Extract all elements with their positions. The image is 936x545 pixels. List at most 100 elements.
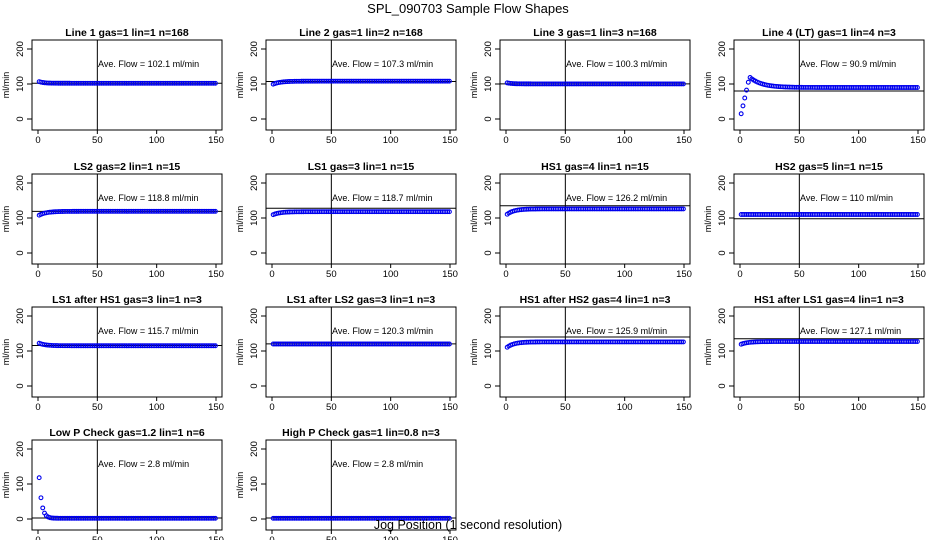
x-tick-label: 0	[35, 402, 40, 413]
average-annotation: Ave. Flow = 115.7 ml/min	[98, 326, 198, 336]
chart-panel: HS1 gas=4 lin=1 n=15 ml/min 0 100 200 0 50 100 1…	[469, 161, 692, 280]
y-axis-label: ml/min	[703, 339, 713, 366]
data-point	[446, 78, 452, 84]
plot-frame	[31, 439, 223, 531]
data-point	[914, 339, 920, 344]
chart-panel: Line 3 gas=1 lin=3 n=168 ml/min 0 100 200 0 50…	[469, 27, 692, 146]
x-tick-label: 100	[383, 269, 399, 280]
average-annotation: Ave. Flow = 118.8 ml/min	[98, 193, 198, 203]
plot-frame	[499, 39, 691, 131]
y-tick-label: 200	[15, 41, 26, 57]
data-point	[40, 505, 46, 511]
data-point	[913, 339, 919, 344]
y-tick-label: 200	[717, 175, 728, 191]
x-tick-label: 0	[269, 402, 274, 413]
y-axis-label: ml/min	[235, 472, 245, 499]
chart-panel: HS2 gas=5 lin=1 n=15 ml/min 0 100 200 0 50 100 1…	[703, 161, 926, 280]
x-tick-label: 0	[35, 135, 40, 146]
y-tick-label: 0	[249, 116, 260, 121]
y-tick-label: 100	[15, 210, 26, 226]
data-point	[680, 206, 686, 212]
y-tick-label: 100	[717, 76, 728, 92]
x-tick-label: 50	[92, 269, 103, 280]
y-axis-label: ml/min	[235, 206, 245, 233]
x-tick-label: 50	[92, 535, 103, 540]
data-point	[445, 341, 451, 347]
x-tick-label: 50	[326, 269, 337, 280]
x-tick-label: 50	[326, 535, 337, 540]
x-tick-label: 150	[442, 269, 458, 280]
y-tick-label: 0	[717, 116, 728, 121]
panel-title: LS1 after HS1 gas=3 lin=1 n=3	[52, 294, 202, 306]
y-tick-label: 200	[15, 308, 26, 324]
plot-frame	[733, 39, 925, 131]
data-point	[913, 85, 919, 90]
y-axis-label: ml/min	[235, 72, 245, 99]
x-tick-label: 0	[269, 269, 274, 280]
y-tick-label: 200	[249, 41, 260, 57]
y-tick-label: 100	[249, 76, 260, 92]
y-tick-label: 0	[717, 250, 728, 255]
page-title: SPL_090703 Sample Flow Shapes	[367, 1, 569, 16]
x-tick-label: 50	[92, 135, 103, 146]
y-tick-label: 0	[249, 516, 260, 521]
x-tick-label: 150	[208, 269, 224, 280]
panel-title: LS2 gas=2 lin=1 n=15	[74, 161, 181, 173]
plot-frame	[265, 439, 457, 531]
y-tick-label: 200	[717, 41, 728, 57]
average-annotation: Ave. Flow = 90.9 ml/min	[800, 59, 896, 69]
x-tick-label: 150	[910, 135, 926, 146]
y-tick-label: 200	[717, 308, 728, 324]
x-tick-label: 150	[910, 402, 926, 413]
plot-frame	[265, 306, 457, 398]
x-tick-label: 0	[269, 135, 274, 146]
average-annotation: Ave. Flow = 2.8 ml/min	[98, 459, 189, 469]
x-tick-label: 100	[617, 402, 633, 413]
data-point	[211, 80, 217, 86]
y-axis-label: ml/min	[703, 72, 713, 99]
data-point	[680, 339, 686, 345]
y-tick-label: 0	[15, 516, 26, 521]
y-tick-label: 100	[249, 210, 260, 226]
plot-frame	[499, 173, 691, 265]
chart-panel: LS2 gas=2 lin=1 n=15 ml/min 0 100 200 0 50 100 1…	[1, 161, 224, 280]
x-tick-label: 50	[326, 402, 337, 413]
chart-panel: Line 4 (LT) gas=1 lin=4 n=3 ml/min 0 100 200…	[703, 27, 926, 146]
x-tick-label: 150	[910, 269, 926, 280]
plot-frame	[265, 173, 457, 265]
x-tick-label: 0	[737, 402, 742, 413]
x-tick-label: 0	[503, 402, 508, 413]
average-annotation: Ave. Flow = 100.3 ml/min	[566, 59, 667, 69]
x-tick-label: 150	[442, 535, 458, 540]
plot-frame	[31, 306, 223, 398]
y-axis-label: ml/min	[235, 339, 245, 366]
x-tick-label: 0	[35, 269, 40, 280]
x-tick-label: 150	[208, 535, 224, 540]
y-tick-label: 200	[249, 175, 260, 191]
average-annotation: Ave. Flow = 120.3 ml/min	[332, 326, 433, 336]
chart-panel: HS1 after HS2 gas=4 lin=1 n=3 ml/min 0 100 2…	[469, 294, 692, 413]
x-tick-label: 100	[851, 402, 867, 413]
panel-title: LS1 gas=3 lin=1 n=15	[308, 161, 415, 173]
y-tick-label: 100	[483, 210, 494, 226]
data-point	[738, 111, 744, 117]
plot-frame	[733, 306, 925, 398]
y-tick-label: 100	[249, 476, 260, 492]
average-annotation: Ave. Flow = 2.8 ml/min	[332, 459, 423, 469]
data-point	[211, 515, 217, 521]
x-tick-label: 100	[851, 269, 867, 280]
y-axis-label: ml/min	[1, 339, 11, 366]
data-point	[212, 515, 218, 521]
x-tick-label: 100	[383, 535, 399, 540]
y-axis-label: ml/min	[1, 206, 11, 233]
panel-title: HS1 gas=4 lin=1 n=15	[541, 161, 649, 173]
x-tick-label: 50	[560, 135, 571, 146]
y-tick-label: 200	[483, 308, 494, 324]
y-tick-label: 0	[15, 250, 26, 255]
y-axis-label: ml/min	[1, 472, 11, 499]
plot-frame	[31, 39, 223, 131]
y-tick-label: 200	[15, 175, 26, 191]
panel-title: Low P Check gas=1.2 lin=1 n=6	[49, 427, 204, 439]
x-tick-label: 100	[617, 269, 633, 280]
